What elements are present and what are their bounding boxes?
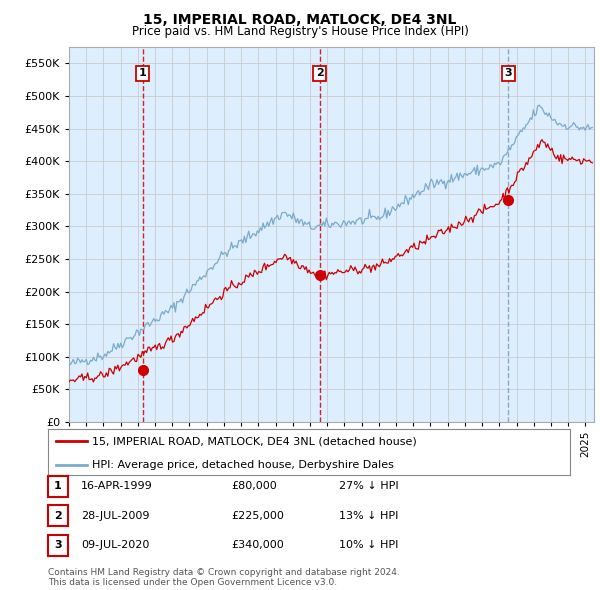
Text: Contains HM Land Registry data © Crown copyright and database right 2024.
This d: Contains HM Land Registry data © Crown c… (48, 568, 400, 587)
Text: 3: 3 (54, 540, 62, 550)
Text: 13% ↓ HPI: 13% ↓ HPI (339, 511, 398, 520)
Text: 1: 1 (54, 481, 62, 491)
Text: HPI: Average price, detached house, Derbyshire Dales: HPI: Average price, detached house, Derb… (92, 460, 394, 470)
Text: 2: 2 (54, 511, 62, 520)
Text: 15, IMPERIAL ROAD, MATLOCK, DE4 3NL (detached house): 15, IMPERIAL ROAD, MATLOCK, DE4 3NL (det… (92, 437, 417, 447)
Text: £80,000: £80,000 (231, 481, 277, 491)
Text: £225,000: £225,000 (231, 511, 284, 520)
Text: 10% ↓ HPI: 10% ↓ HPI (339, 540, 398, 550)
Text: £340,000: £340,000 (231, 540, 284, 550)
Text: 16-APR-1999: 16-APR-1999 (81, 481, 153, 491)
Text: 3: 3 (505, 68, 512, 78)
Text: 09-JUL-2020: 09-JUL-2020 (81, 540, 149, 550)
Text: 28-JUL-2009: 28-JUL-2009 (81, 511, 149, 520)
Text: Price paid vs. HM Land Registry's House Price Index (HPI): Price paid vs. HM Land Registry's House … (131, 25, 469, 38)
Text: 2: 2 (316, 68, 323, 78)
Text: 15, IMPERIAL ROAD, MATLOCK, DE4 3NL: 15, IMPERIAL ROAD, MATLOCK, DE4 3NL (143, 13, 457, 27)
Text: 1: 1 (139, 68, 147, 78)
Text: 27% ↓ HPI: 27% ↓ HPI (339, 481, 398, 491)
